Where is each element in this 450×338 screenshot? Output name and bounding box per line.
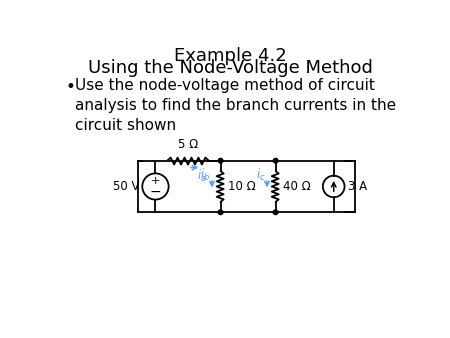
Text: +: + (151, 176, 160, 186)
Text: $i_c$: $i_c$ (256, 167, 266, 183)
Text: 5 Ω: 5 Ω (178, 138, 198, 151)
Circle shape (273, 210, 278, 215)
Circle shape (218, 210, 223, 215)
Text: $i_b$: $i_b$ (200, 167, 211, 183)
Text: Use the node-voltage method of circuit
analysis to find the branch currents in t: Use the node-voltage method of circuit a… (75, 77, 396, 133)
Text: 10 Ω: 10 Ω (228, 180, 255, 193)
Text: 40 Ω: 40 Ω (283, 180, 310, 193)
Text: Example 4.2: Example 4.2 (174, 47, 287, 65)
Circle shape (273, 159, 278, 163)
Circle shape (218, 159, 223, 163)
Text: 3 A: 3 A (348, 180, 367, 193)
Text: $i_a$: $i_a$ (197, 168, 206, 185)
Text: −: − (150, 185, 161, 199)
Text: •: • (66, 77, 76, 96)
Text: 50 V: 50 V (112, 180, 139, 193)
Text: Using the Node-Voltage Method: Using the Node-Voltage Method (88, 59, 373, 77)
